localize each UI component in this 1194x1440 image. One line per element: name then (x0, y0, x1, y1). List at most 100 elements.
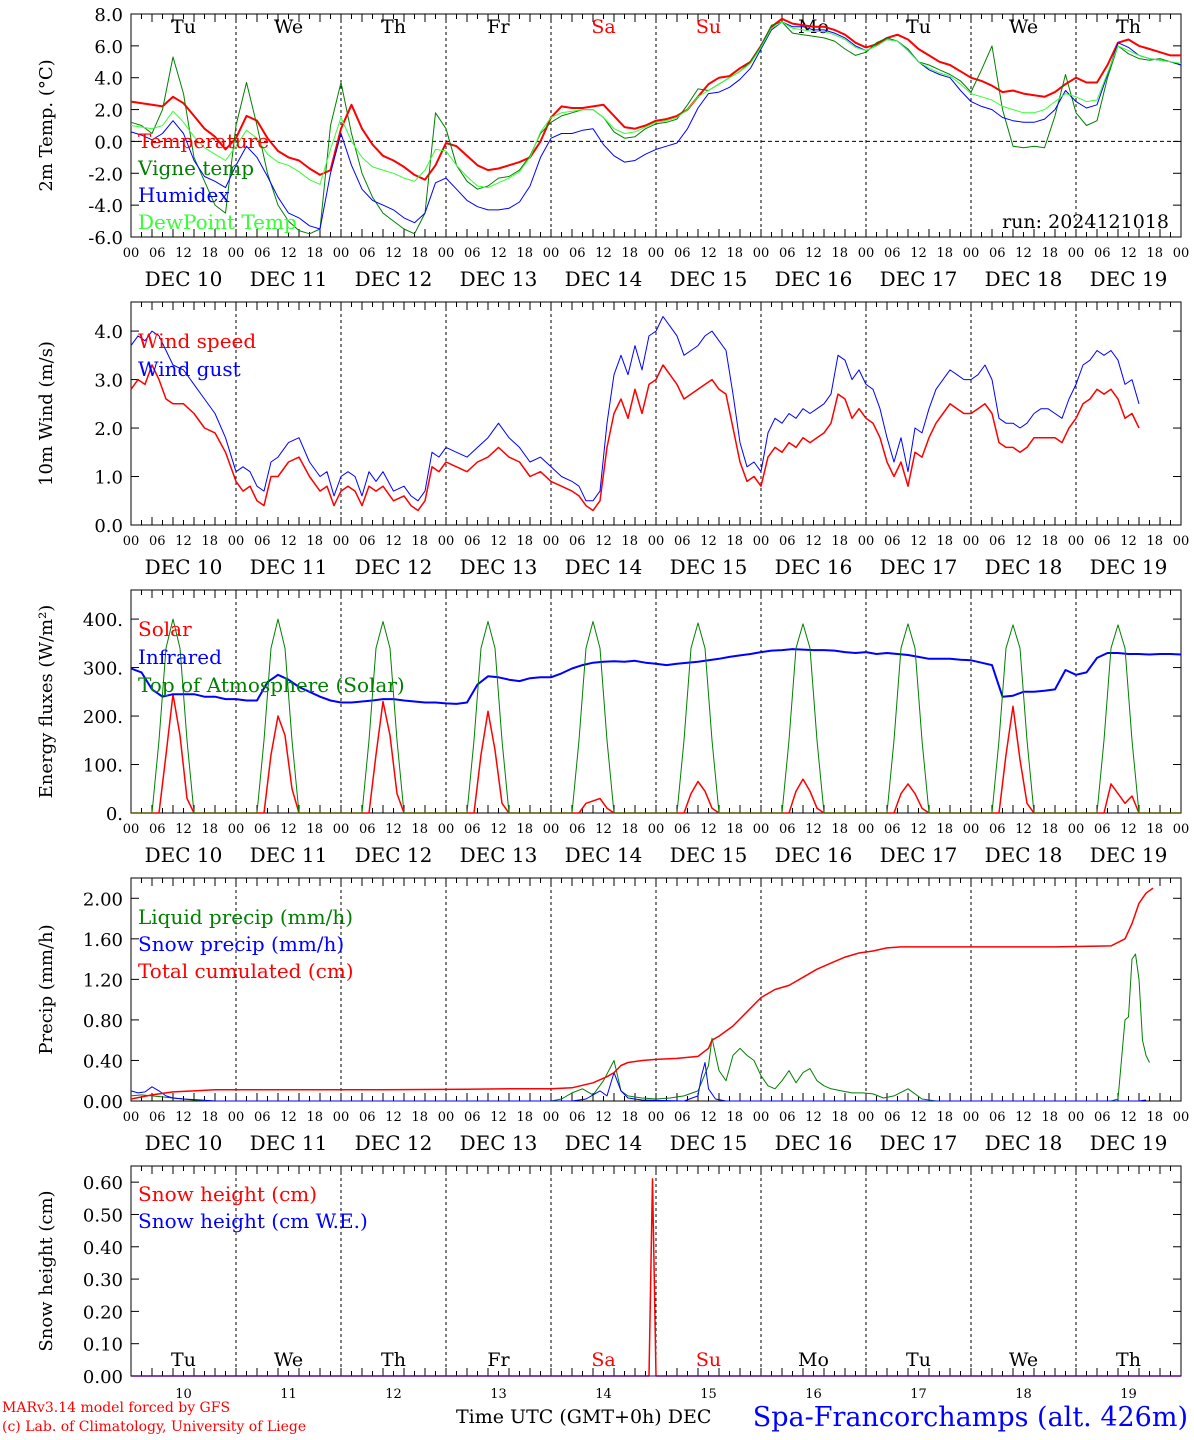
x-hour-label: 12 (700, 534, 717, 549)
x-hour-label: 18 (726, 246, 743, 261)
x-hour-label: 12 (385, 822, 402, 837)
x-day-label: DEC 16 (775, 267, 853, 291)
series-line-snow-precip-mm-h- (130, 1062, 1147, 1102)
x-hour-label: 06 (674, 246, 691, 261)
x-hour-label: 12 (490, 1110, 507, 1125)
x-hour-label: 18 (516, 1110, 533, 1125)
x-hour-label: 00 (1068, 246, 1085, 261)
x-hour-label: 18 (831, 822, 848, 837)
meteogram-svg: 8.0 6.0 4.0 2.0 0.0 -2.0 -4.0 -6.0 2m Temp. (°C)… (36, 5, 1190, 1402)
y-tick-label: 4.0 (94, 69, 123, 90)
x-hour-label: 06 (674, 822, 691, 837)
x-hour-label: 00 (648, 822, 665, 837)
x-day-label: DEC 19 (1090, 555, 1168, 579)
series-line-top-of-atmosphere-solar- (131, 618, 1181, 814)
x-hour-label: 12 (1120, 1110, 1137, 1125)
x-hour-label: 12 (805, 534, 822, 549)
x-hour-label: 00 (123, 534, 140, 549)
y-tick-label: 0.00 (83, 1092, 123, 1113)
y-tick-label: 0. (106, 804, 123, 825)
x-hour-label: 12 (1015, 822, 1032, 837)
legend-entry: Top of Atmosphere (Solar) (138, 673, 405, 697)
x-day-label: DEC 12 (355, 267, 433, 291)
x-hour-label: 12 (1015, 534, 1032, 549)
legend-entry: Wind speed (138, 329, 256, 353)
x-day-number: 19 (1120, 1387, 1137, 1400)
x-hour-label: 00 (1068, 822, 1085, 837)
x-hour-label: 06 (254, 534, 271, 549)
x-hour-label: 06 (779, 246, 796, 261)
x-hour-label: 18 (936, 534, 953, 549)
x-hour-label: 00 (543, 1110, 560, 1125)
x-hour-label: 06 (989, 246, 1006, 261)
run-annotation: run: 2024121018 (1002, 211, 1169, 233)
x-day-label: DEC 13 (460, 843, 538, 867)
x-hour-label: 12 (280, 534, 297, 549)
x-hour-label: 12 (910, 246, 927, 261)
x-hour-label: 18 (1146, 246, 1163, 261)
x-hour-label: 06 (464, 822, 481, 837)
y-tick-label: -2.0 (88, 164, 123, 185)
y-tick-label: 0.40 (83, 1238, 123, 1259)
x-hour-label: 18 (621, 822, 638, 837)
weekday-label: Su (696, 1349, 721, 1371)
x-day-label: DEC 14 (565, 843, 643, 867)
x-hour-label: 06 (884, 1110, 901, 1125)
x-hour-label: 18 (621, 246, 638, 261)
x-hour-label: 06 (884, 822, 901, 837)
weekday-label: Su (696, 16, 721, 38)
legend-entry: Humidex (138, 183, 230, 207)
x-hour-label: 18 (621, 1110, 638, 1125)
x-day-number: 17 (910, 1387, 927, 1400)
y-axis-title: 10m Wind (m/s) (36, 341, 57, 486)
y-axis-title: 2m Temp. (°C) (36, 59, 57, 191)
x-hour-label: 12 (280, 1110, 297, 1125)
x-hour-label: 12 (385, 1110, 402, 1125)
legend-entry: Wind gust (138, 357, 241, 381)
legend-entry: Snow height (cm) (138, 1182, 317, 1206)
x-day-label: DEC 16 (775, 555, 853, 579)
x-hour-label: 00 (1173, 822, 1190, 837)
x-hour-label: 06 (464, 246, 481, 261)
series-line-wind-speed (130, 364, 1140, 512)
x-hour-label: 06 (149, 534, 166, 549)
weekday-label: Sa (591, 16, 615, 38)
y-axis-title: Energy fluxes (W/m²) (36, 605, 57, 799)
weekday-label: Fr (487, 1349, 510, 1371)
x-day-number: 10 (175, 1387, 192, 1400)
panel-2-frame (130, 301, 1182, 526)
x-hour-label: 18 (516, 534, 533, 549)
y-tick-label: 300. (83, 659, 123, 680)
x-hour-label: 12 (490, 246, 507, 261)
x-hour-label: 18 (1041, 246, 1058, 261)
x-hour-label: 12 (175, 534, 192, 549)
x-hour-label: 00 (333, 246, 350, 261)
y-tick-label: 0.00 (83, 1367, 123, 1388)
x-day-label: DEC 17 (880, 267, 958, 291)
x-hour-label: 12 (1120, 534, 1137, 549)
x-day-label: DEC 14 (565, 1131, 643, 1155)
x-hour-label: 00 (1173, 246, 1190, 261)
y-tick-label: 4.0 (94, 322, 123, 343)
y-axis-title: Snow height (cm) (36, 1190, 57, 1351)
meteogram: 8.0 6.0 4.0 2.0 0.0 -2.0 -4.0 -6.0 2m Temp. (°C)… (36, 5, 1190, 1402)
x-hour-label: 18 (306, 246, 323, 261)
legend-entry: Snow precip (mm/h) (138, 932, 344, 956)
x-hour-label: 00 (963, 1110, 980, 1125)
x-hour-label: 00 (858, 534, 875, 549)
weekday-label: Sa (591, 1349, 615, 1371)
x-hour-label: 12 (805, 822, 822, 837)
x-hour-label: 18 (201, 822, 218, 837)
x-hour-label: 00 (1173, 534, 1190, 549)
x-hour-label: 12 (595, 534, 612, 549)
x-day-label: DEC 12 (355, 843, 433, 867)
series-line-dewpoint-temp (130, 21, 1182, 189)
y-tick-label: 0.0 (94, 132, 123, 153)
y-tick-label: 0.20 (83, 1302, 123, 1323)
x-day-number: 14 (595, 1387, 612, 1400)
y-tick-label: 0.0 (94, 516, 123, 537)
x-hour-label: 00 (438, 1110, 455, 1125)
y-tick-label: 100. (83, 756, 123, 777)
weekday-label: Tu (171, 1349, 196, 1371)
x-hour-label: 12 (700, 246, 717, 261)
